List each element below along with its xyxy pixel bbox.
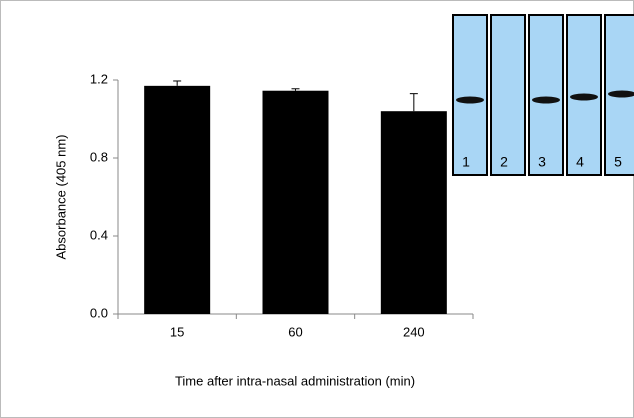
x-tick-label: 240	[403, 324, 425, 339]
bar	[144, 86, 210, 314]
blot-inset: 1 2 3 4 5	[453, 15, 634, 175]
lane-label: 4	[576, 154, 584, 170]
bar	[381, 111, 447, 314]
blot-lane	[529, 15, 563, 175]
chart: Absorbance (405 nm) Time after intra-nas…	[0, 0, 634, 418]
lane-label: 5	[614, 154, 622, 170]
lane-label: 2	[500, 154, 508, 170]
blot-band	[456, 97, 484, 104]
x-tick-label: 15	[170, 324, 184, 339]
blot-lane	[491, 15, 525, 175]
page: {"chart_data": {"type": "bar", "x_label"…	[0, 0, 634, 418]
y-tick-label: 1.2	[90, 71, 108, 86]
y-axis-label: Absorbance (405 nm)	[53, 134, 68, 259]
x-tick-label: 60	[288, 324, 302, 339]
blot-band	[570, 94, 598, 101]
bar	[263, 91, 329, 314]
y-tick-label: 0.8	[90, 149, 108, 164]
y-tick-label: 0.0	[90, 305, 108, 320]
blot-lane	[453, 15, 487, 175]
x-axis-label: Time after intra-nasal administration (m…	[175, 373, 415, 388]
lane-label: 3	[538, 154, 546, 170]
y-tick-label: 0.4	[90, 227, 108, 242]
blot-band	[532, 97, 560, 104]
lane-label: 1	[462, 154, 470, 170]
